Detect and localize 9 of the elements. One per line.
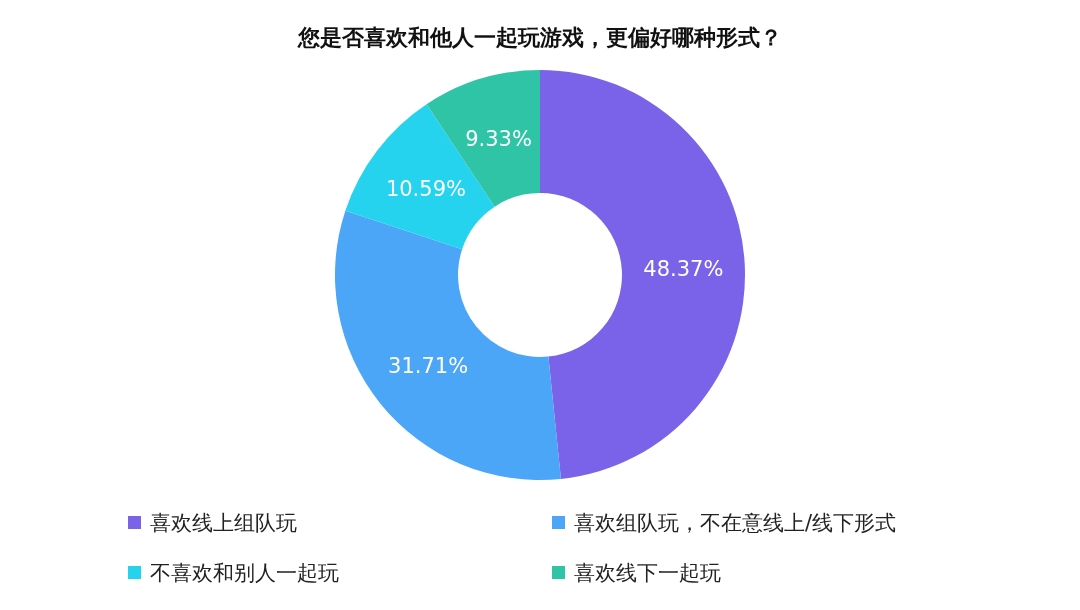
legend-label: 喜欢组队玩，不在意线上/线下形式	[574, 511, 897, 535]
legend-label: 不喜欢和别人一起玩	[150, 561, 339, 585]
data-label: 10.59%	[385, 176, 466, 201]
legend-label: 喜欢线上组队玩	[150, 511, 297, 535]
data-label: 48.37%	[643, 256, 724, 281]
legend-label: 喜欢线下一起玩	[574, 561, 721, 585]
data-label: 9.33%	[465, 126, 532, 151]
data-label: 31.71%	[388, 353, 469, 378]
chart-title: 您是否喜欢和他人一起玩游戏，更偏好哪种形式？	[297, 25, 782, 50]
